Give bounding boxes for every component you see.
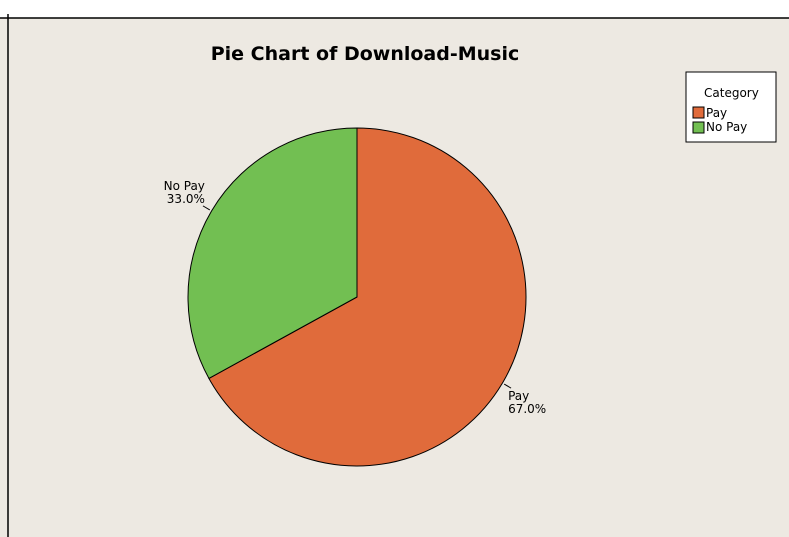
pie-slice-pay	[208, 127, 527, 467]
legend: Category Pay No Pay	[685, 71, 777, 143]
slice-percent-no-pay: 33.0%	[167, 192, 205, 206]
legend-swatch-pay	[692, 106, 705, 119]
pie-slices	[187, 127, 527, 467]
slice-percent-pay: 67.0%	[508, 402, 546, 416]
leader-line-pay	[503, 383, 512, 389]
slice-label-no-pay: No Pay	[164, 179, 205, 193]
legend-label-pay: Pay	[706, 106, 727, 120]
pie-slice-no-pay	[187, 127, 358, 380]
chart-title: Pie Chart of Download-Music	[211, 43, 520, 65]
leader-line-no-pay	[202, 205, 211, 211]
legend-title: Category	[704, 86, 759, 100]
legend-swatch-no-pay	[692, 121, 705, 134]
legend-label-no-pay: No Pay	[706, 120, 747, 134]
slice-label-pay: Pay	[508, 389, 529, 403]
